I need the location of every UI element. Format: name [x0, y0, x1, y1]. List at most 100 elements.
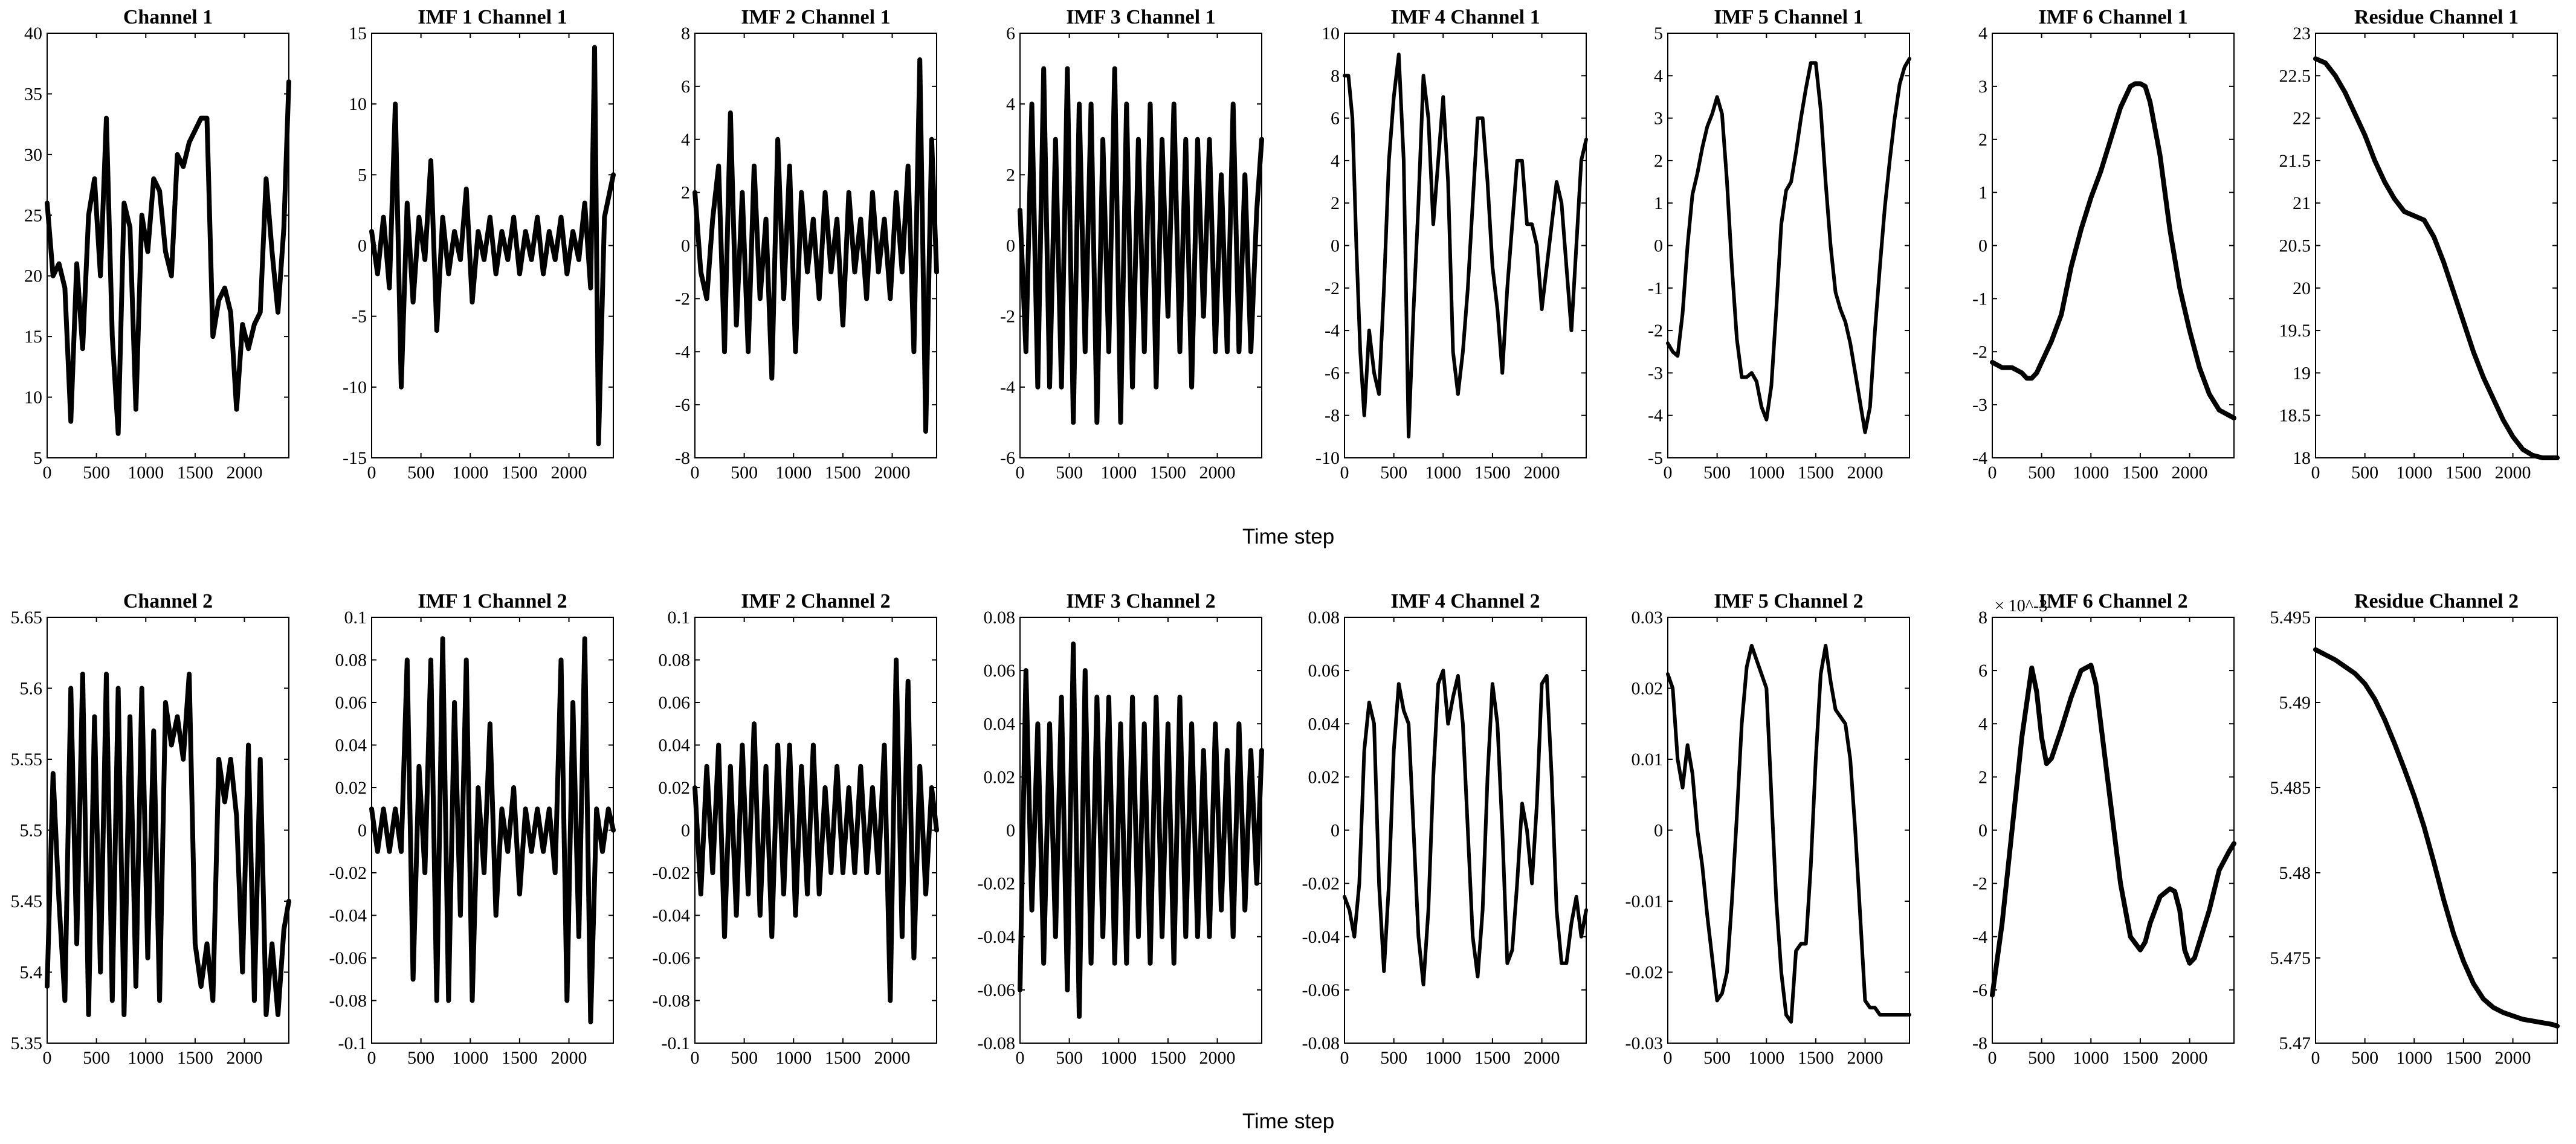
subplot-title: IMF 3 Channel 2: [1066, 590, 1215, 612]
x-tick-label: 1500: [2122, 1048, 2158, 1068]
y-tick-label: 0.06: [984, 661, 1016, 681]
y-tick-label: 2: [681, 183, 690, 203]
x-tick-label: 1000: [2073, 463, 2109, 483]
subplot-title: IMF 1 Channel 2: [418, 590, 567, 612]
x-tick-label: 1500: [1474, 1048, 1511, 1068]
y-tick-label: 0.04: [659, 736, 691, 756]
y-tick-label: 20: [24, 266, 42, 286]
y-tick-label: 0.08: [984, 608, 1016, 628]
subplot-title: IMF 2 Channel 2: [741, 590, 890, 612]
subplot-1: Channel 1 0 500 1000 1500 2000 5 10 15 20 25 30 35 40: [24, 6, 291, 483]
y-tick-label: -0.06: [329, 948, 367, 968]
x-tick-label: 1000: [1425, 463, 1461, 483]
subplot-16: Residue Channel 2 0 500 1000 1500 2000 5.47 5.4…: [2270, 590, 2560, 1068]
y-tick-label: -2: [1972, 874, 1987, 894]
x-tick-label: 500: [2351, 1048, 2378, 1068]
data-line: [1990, 81, 2236, 421]
y-tick-label: 19.5: [2279, 321, 2311, 341]
x-tick-label: 1500: [1150, 463, 1186, 483]
data-line: [1343, 669, 1588, 987]
y-tick-label: 5.45: [11, 892, 43, 911]
x-tick-label: 1000: [128, 463, 164, 483]
data-line: [1018, 641, 1264, 1019]
x-tick-label: 1500: [177, 463, 213, 483]
x-tick-label: 0: [691, 1048, 700, 1068]
y-tick-label: 0: [1331, 236, 1340, 256]
x-tick-label: 2000: [227, 1048, 263, 1068]
subplot-6: IMF 5 Channel 1 0 500 1000 1500 2000 -5 -4 -3 -2 -…: [1648, 6, 1911, 483]
subplot-5: IMF 4 Channel 1 0 500 1000 1500 2000 -10 -8 -6 -4…: [1315, 6, 1588, 483]
x-tick-label: 2000: [1199, 1048, 1236, 1068]
y-tick-label: 35: [24, 84, 42, 104]
subplot-8: Residue Channel 1 0 500 1000 1500 2000 18 18.5 1…: [2279, 6, 2560, 483]
x-tick-label: 1000: [1425, 1048, 1461, 1068]
y-tick-label: 0.1: [344, 608, 367, 628]
y-tick-label: 0.08: [659, 651, 691, 670]
data-line: [1666, 57, 1911, 434]
y-tick-label: 0.04: [1308, 714, 1340, 734]
y-tick-label: 5.495: [2270, 608, 2311, 628]
y-tick-label: 22.5: [2279, 66, 2311, 86]
y-tick-label: 23: [2293, 24, 2311, 43]
y-tick-label: -0.04: [978, 927, 1016, 947]
y-tick-label: 30: [24, 145, 42, 165]
y-tick-label: 1: [1654, 193, 1663, 213]
x-tick-label: 1500: [2445, 463, 2482, 483]
y-tick-label: 0.02: [1308, 767, 1340, 787]
y-tick-label: 8: [1978, 608, 1987, 628]
x-tick-label: 1000: [452, 463, 488, 483]
y-tick-label: -4: [1648, 406, 1663, 426]
x-tick-label: 500: [2028, 1048, 2055, 1068]
y-tick-label: 0.06: [659, 693, 691, 713]
x-tick-label: 0: [1340, 1048, 1349, 1068]
y-tick-label: 2: [1978, 767, 1987, 787]
y-tick-label: -0.1: [662, 1033, 691, 1053]
y-tick-label: 5.35: [11, 1033, 43, 1053]
x-tick-label: 0: [1988, 463, 1997, 483]
x-tick-label: 2000: [874, 1048, 911, 1068]
axes-frame: [2315, 617, 2558, 1044]
y-tick-label: 0: [358, 821, 367, 841]
y-tick-label: 8: [681, 24, 690, 43]
subplot-14: IMF 5 Channel 2 0 500 1000 1500 2000 -0.03 -0.0…: [1625, 590, 1911, 1068]
y-tick-label: 0.06: [335, 693, 367, 713]
y-tick-label: -10: [343, 378, 367, 397]
subplot-title: Residue Channel 1: [2354, 6, 2519, 28]
y-tick-label: -0.02: [653, 863, 691, 883]
x-tick-label: 500: [407, 463, 434, 483]
x-tick-label: 2000: [2495, 1048, 2531, 1068]
x-tick-label: 1000: [2073, 1048, 2109, 1068]
x-tick-label: 0: [367, 463, 376, 483]
subplot-title: IMF 4 Channel 1: [1390, 6, 1540, 28]
y-tick-label: 2: [1978, 130, 1987, 150]
y-tick-label: 15: [24, 327, 42, 347]
y-tick-label: -3: [1648, 363, 1663, 383]
y-tick-label: 8: [1331, 66, 1340, 86]
x-tick-label: 2000: [2172, 1048, 2208, 1068]
x-tick-label: 500: [83, 1048, 110, 1068]
x-tick-label: 0: [691, 463, 700, 483]
axes-frame: [47, 33, 289, 458]
y-tick-label: 4: [1654, 66, 1663, 86]
x-tick-label: 0: [2311, 1048, 2320, 1068]
y-tick-label: 5: [1654, 24, 1663, 43]
x-tick-label: 500: [83, 463, 110, 483]
y-tick-label: -2: [675, 289, 690, 309]
y-tick-label: -0.08: [329, 991, 367, 1011]
x-tick-label: 1500: [1474, 463, 1511, 483]
y-tick-label: -1: [1648, 278, 1663, 298]
x-tick-label: 2000: [2495, 463, 2531, 483]
y-tick-label: 6: [1331, 109, 1340, 129]
y-tick-label: 5: [33, 448, 42, 468]
y-tick-label: 0.02: [984, 767, 1016, 787]
x-tick-label: 1500: [825, 1048, 861, 1068]
y-tick-label: -0.06: [978, 980, 1016, 1000]
y-tick-label: 19: [2293, 363, 2311, 383]
y-tick-label: -0.04: [653, 906, 691, 926]
y-tick-label: 0: [1978, 821, 1987, 841]
data-line: [369, 45, 616, 446]
y-tick-label: 21: [2293, 193, 2311, 213]
y-tick-label: 0: [1654, 236, 1663, 256]
x-axis-label-row-1: Time step: [1242, 525, 1334, 548]
